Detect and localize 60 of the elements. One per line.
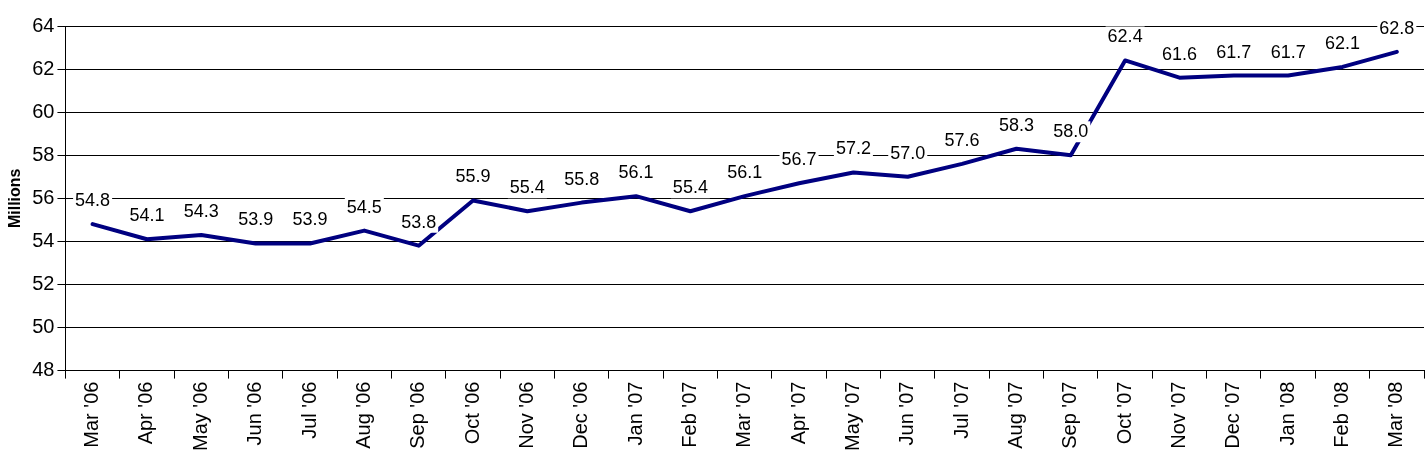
data-label: 62.1 bbox=[1324, 32, 1361, 53]
data-label: 55.4 bbox=[672, 177, 708, 198]
x-tick-label: Jun '06 bbox=[243, 381, 266, 446]
x-tick-label: May '06 bbox=[188, 381, 211, 451]
x-tick-label: Sep '07 bbox=[1058, 381, 1081, 449]
y-tick-label: 64 bbox=[32, 13, 55, 36]
data-label: 54.8 bbox=[75, 190, 111, 211]
y-tick-label: 62 bbox=[32, 56, 55, 79]
x-tick-label: Oct '07 bbox=[1112, 381, 1135, 445]
data-label: 57.6 bbox=[944, 129, 980, 150]
y-tick-label: 52 bbox=[32, 271, 55, 294]
x-tick-label: Sep '06 bbox=[406, 381, 429, 449]
x-tick-label: Jul '06 bbox=[297, 381, 320, 439]
x-tick-label: Mar '06 bbox=[80, 381, 103, 448]
data-label: 53.9 bbox=[292, 209, 328, 230]
data-label: 56.1 bbox=[618, 162, 654, 183]
data-label: 62.8 bbox=[1379, 17, 1415, 38]
x-tick-label: Dec '06 bbox=[569, 381, 592, 449]
x-tick-label: Aug '07 bbox=[1003, 381, 1026, 449]
data-label: 56.7 bbox=[781, 149, 817, 170]
data-label: 54.3 bbox=[183, 200, 219, 221]
y-tick-label: 54 bbox=[32, 228, 55, 251]
x-tick-label: May '07 bbox=[840, 381, 863, 451]
y-tick-label: 56 bbox=[32, 185, 55, 208]
data-label: 54.5 bbox=[346, 196, 382, 217]
x-tick-label: Jul '07 bbox=[949, 381, 972, 439]
data-label: 58.0 bbox=[1053, 121, 1089, 142]
data-label: 61.7 bbox=[1270, 41, 1306, 62]
data-label: 54.1 bbox=[129, 205, 165, 226]
x-tick-label: Nov '06 bbox=[514, 381, 537, 449]
data-label: 55.8 bbox=[564, 168, 600, 189]
data-label: 55.9 bbox=[455, 166, 491, 187]
data-label: 55.4 bbox=[509, 177, 545, 198]
data-label: 57.2 bbox=[835, 138, 871, 159]
y-axis-title: Millions bbox=[6, 168, 24, 229]
x-tick-label: Aug '06 bbox=[351, 381, 374, 449]
data-label: 58.3 bbox=[998, 114, 1034, 135]
x-tick-label: Mar '08 bbox=[1384, 381, 1407, 448]
data-label: 53.8 bbox=[401, 211, 437, 232]
data-label: 61.6 bbox=[1161, 43, 1197, 64]
data-label: 62.4 bbox=[1107, 26, 1143, 47]
x-tick-label: Mar '07 bbox=[732, 381, 755, 448]
data-label: 53.9 bbox=[238, 209, 274, 230]
x-tick-label: Feb '07 bbox=[677, 381, 700, 448]
x-tick-label: Nov '07 bbox=[1166, 381, 1189, 449]
data-label: 61.7 bbox=[1216, 41, 1252, 62]
y-tick-label: 58 bbox=[32, 142, 55, 165]
y-tick-label: 60 bbox=[32, 99, 55, 122]
data-label: 57.0 bbox=[890, 142, 926, 163]
y-tick-label: 48 bbox=[32, 358, 55, 381]
x-tick-label: Feb '08 bbox=[1330, 381, 1352, 448]
x-tick-label: Apr '07 bbox=[786, 381, 809, 445]
y-tick-label: 50 bbox=[32, 315, 55, 338]
x-tick-label: Apr '06 bbox=[134, 381, 157, 445]
x-tick-label: Jan '08 bbox=[1275, 381, 1298, 446]
x-tick-label: Jun '07 bbox=[895, 381, 918, 446]
data-label: 56.1 bbox=[727, 162, 763, 183]
x-tick-label: Oct '06 bbox=[460, 381, 483, 445]
x-tick-label: Dec '07 bbox=[1221, 381, 1244, 449]
x-tick-label: Jan '07 bbox=[623, 381, 646, 446]
